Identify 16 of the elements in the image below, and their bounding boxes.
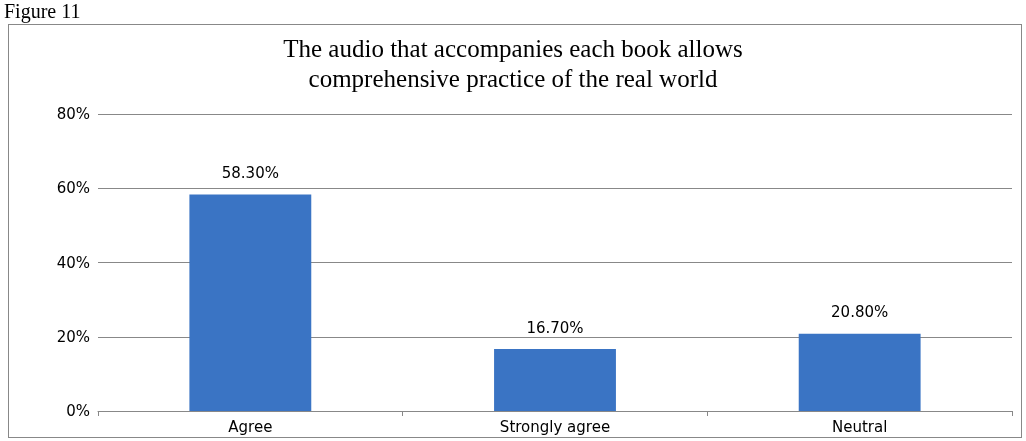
y-tick-label: 60%: [56, 179, 90, 198]
data-label: 20.80%: [831, 303, 889, 322]
x-tick-label: Neutral: [831, 417, 888, 436]
bar: [494, 349, 616, 411]
bar: [189, 194, 312, 411]
x-tick-label: Strongly agree: [499, 417, 611, 436]
x-tick-label: Agree: [228, 417, 273, 436]
y-tick-label: 0%: [66, 402, 90, 420]
y-tick-label: 20%: [56, 327, 90, 346]
y-tick-label: 80%: [56, 105, 90, 123]
bar: [798, 333, 921, 411]
data-label: 16.70%: [526, 318, 584, 337]
chart-title: The audio that accompanies each book allows comprehensive practice of the real world: [283, 34, 743, 92]
caption: Figure 11: [4, 0, 81, 22]
data-label: 58.30%: [221, 164, 279, 183]
y-tick-label: 40%: [56, 253, 90, 272]
